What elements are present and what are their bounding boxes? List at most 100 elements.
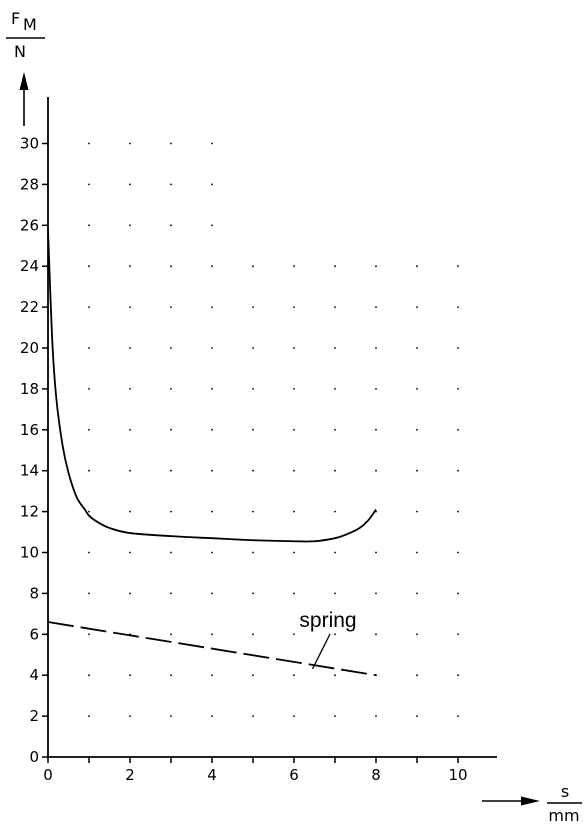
y-tick-label: 18 xyxy=(20,380,39,398)
grid-dot xyxy=(252,592,254,595)
y-tick-label: 0 xyxy=(29,748,39,766)
axis-labels: spring F MNs mm xyxy=(6,9,582,825)
y-axis-label-unit: N xyxy=(14,42,26,61)
y-axis-label-symbol: F xyxy=(11,9,20,28)
grid-dot xyxy=(170,265,172,268)
grid-dot xyxy=(88,510,90,513)
grid-dot xyxy=(375,551,377,554)
grid-dot xyxy=(88,551,90,554)
grid-dot xyxy=(170,715,172,717)
grid-dot xyxy=(334,510,336,513)
y-tick-label: 24 xyxy=(20,257,39,275)
grid-dot xyxy=(457,428,459,431)
series xyxy=(47,229,377,677)
grid-dot xyxy=(170,592,172,595)
x-tick-label: 0 xyxy=(43,766,53,784)
grid-dot xyxy=(211,592,213,595)
grid-dot xyxy=(211,183,213,186)
grid-dot xyxy=(375,306,377,308)
grid-dot xyxy=(211,510,213,513)
grid-dot xyxy=(211,142,213,145)
grid-dot xyxy=(457,347,459,349)
grid-dot xyxy=(88,715,90,717)
grid-dot xyxy=(416,388,418,390)
grid-dot xyxy=(88,388,90,390)
y-axis-arrow-head xyxy=(19,72,29,90)
grid-dot xyxy=(211,265,213,268)
y-tick-label: 2 xyxy=(29,707,39,725)
grid-dot xyxy=(293,674,295,677)
grid-dot xyxy=(375,469,377,472)
spring-line xyxy=(47,621,377,677)
grid-dot xyxy=(293,347,295,349)
grid-dot xyxy=(252,428,254,431)
x-tick-label: 2 xyxy=(125,766,135,784)
y-tick-label: 10 xyxy=(20,544,39,562)
grid-dot xyxy=(334,674,336,677)
grid-dot xyxy=(88,306,90,308)
grid-dot xyxy=(88,224,90,227)
grid-dot xyxy=(170,306,172,308)
grid-dot xyxy=(416,551,418,554)
grid-dot xyxy=(88,633,90,636)
grid-dot xyxy=(416,510,418,513)
y-tick-label: 20 xyxy=(20,339,39,357)
grid-dot xyxy=(334,388,336,390)
annotation-leader xyxy=(311,633,331,670)
grid-dot xyxy=(88,674,90,677)
grid-dot xyxy=(170,428,172,431)
grid-dot xyxy=(211,715,213,717)
grid-dot xyxy=(170,633,172,636)
y-tick-label: 26 xyxy=(20,216,39,234)
grid-dot xyxy=(334,469,336,472)
grid-dot xyxy=(252,551,254,554)
grid-dot xyxy=(129,510,131,513)
grid-dot xyxy=(211,224,213,227)
grid-dot xyxy=(375,388,377,390)
grid-dot xyxy=(252,388,254,390)
grid-dot xyxy=(416,428,418,431)
grid-dot xyxy=(252,469,254,472)
grid-dot xyxy=(211,674,213,677)
grid-dot xyxy=(457,306,459,308)
grid-dot xyxy=(252,510,254,513)
grid-dot xyxy=(416,306,418,308)
grid-dot xyxy=(416,592,418,595)
grid-dot xyxy=(88,592,90,595)
grid-dot xyxy=(375,347,377,349)
grid-dot xyxy=(129,388,131,390)
grid-dot xyxy=(129,142,131,145)
x-axis-arrow-head xyxy=(521,796,540,806)
grid-dot xyxy=(170,551,172,554)
grid-dot xyxy=(211,347,213,349)
x-tick-label: 6 xyxy=(289,766,299,784)
grid-dot xyxy=(170,347,172,349)
grid-dot xyxy=(252,715,254,717)
grid-dot xyxy=(211,633,213,636)
grid-dot xyxy=(170,224,172,227)
y-tick-label: 8 xyxy=(29,584,39,602)
grid-dot xyxy=(416,347,418,349)
grid-dot xyxy=(211,428,213,431)
grid-dot xyxy=(416,674,418,677)
grid-dot xyxy=(129,306,131,308)
grid-dot xyxy=(334,633,336,636)
grid-dot xyxy=(88,428,90,431)
grid-dot xyxy=(375,592,377,595)
grid-dot xyxy=(211,551,213,554)
grid-dot xyxy=(293,469,295,472)
grid-dot xyxy=(293,428,295,431)
x-tick-label: 4 xyxy=(207,766,217,784)
grid-dot xyxy=(416,715,418,717)
grid-dot xyxy=(129,674,131,677)
y-tick-label: 14 xyxy=(20,462,39,480)
grid-dot xyxy=(88,347,90,349)
grid-dot xyxy=(334,551,336,554)
y-tick-label: 30 xyxy=(20,135,39,153)
grid-dot xyxy=(293,306,295,308)
axes xyxy=(47,97,497,758)
grid-dot xyxy=(457,592,459,595)
grid-dot xyxy=(170,142,172,145)
